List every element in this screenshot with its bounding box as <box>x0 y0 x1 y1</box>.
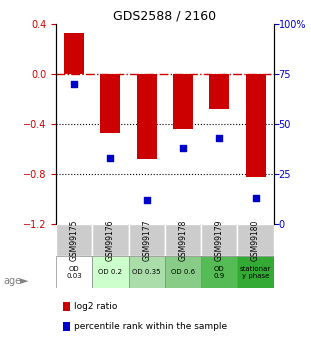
Text: age: age <box>3 276 21 286</box>
Bar <box>64 33 84 74</box>
Text: GSM99177: GSM99177 <box>142 219 151 261</box>
FancyBboxPatch shape <box>128 256 165 288</box>
Bar <box>63 322 70 331</box>
Bar <box>137 74 157 159</box>
Bar <box>173 74 193 129</box>
Text: OD 0.2: OD 0.2 <box>98 269 123 275</box>
FancyBboxPatch shape <box>56 256 92 288</box>
FancyBboxPatch shape <box>128 224 165 256</box>
FancyBboxPatch shape <box>201 224 237 256</box>
Text: percentile rank within the sample: percentile rank within the sample <box>75 322 228 331</box>
Text: GSM99178: GSM99178 <box>179 219 188 261</box>
Text: GSM99179: GSM99179 <box>215 219 224 261</box>
FancyBboxPatch shape <box>165 256 201 288</box>
Text: log2 ratio: log2 ratio <box>75 302 118 310</box>
Text: GSM99176: GSM99176 <box>106 219 115 261</box>
FancyBboxPatch shape <box>92 256 128 288</box>
FancyBboxPatch shape <box>92 224 128 256</box>
Text: GSM99180: GSM99180 <box>251 219 260 261</box>
Bar <box>246 74 266 177</box>
Text: OD
0.03: OD 0.03 <box>66 266 82 279</box>
FancyBboxPatch shape <box>201 256 237 288</box>
Text: OD 0.35: OD 0.35 <box>132 269 161 275</box>
FancyBboxPatch shape <box>56 224 92 256</box>
Point <box>253 196 258 201</box>
Text: ►: ► <box>20 276 29 286</box>
Title: GDS2588 / 2160: GDS2588 / 2160 <box>113 10 216 23</box>
Point <box>144 198 149 203</box>
FancyBboxPatch shape <box>165 224 201 256</box>
Bar <box>100 74 120 133</box>
Bar <box>209 74 229 109</box>
Text: OD 0.6: OD 0.6 <box>171 269 195 275</box>
Bar <box>63 302 70 310</box>
Text: stationar
y phase: stationar y phase <box>240 266 271 279</box>
Text: GSM99175: GSM99175 <box>70 219 79 261</box>
Point <box>180 146 185 151</box>
Point <box>72 81 77 87</box>
Text: OD
0.9: OD 0.9 <box>214 266 225 279</box>
Point <box>217 136 222 141</box>
FancyBboxPatch shape <box>237 224 274 256</box>
Point <box>108 156 113 161</box>
FancyBboxPatch shape <box>237 256 274 288</box>
